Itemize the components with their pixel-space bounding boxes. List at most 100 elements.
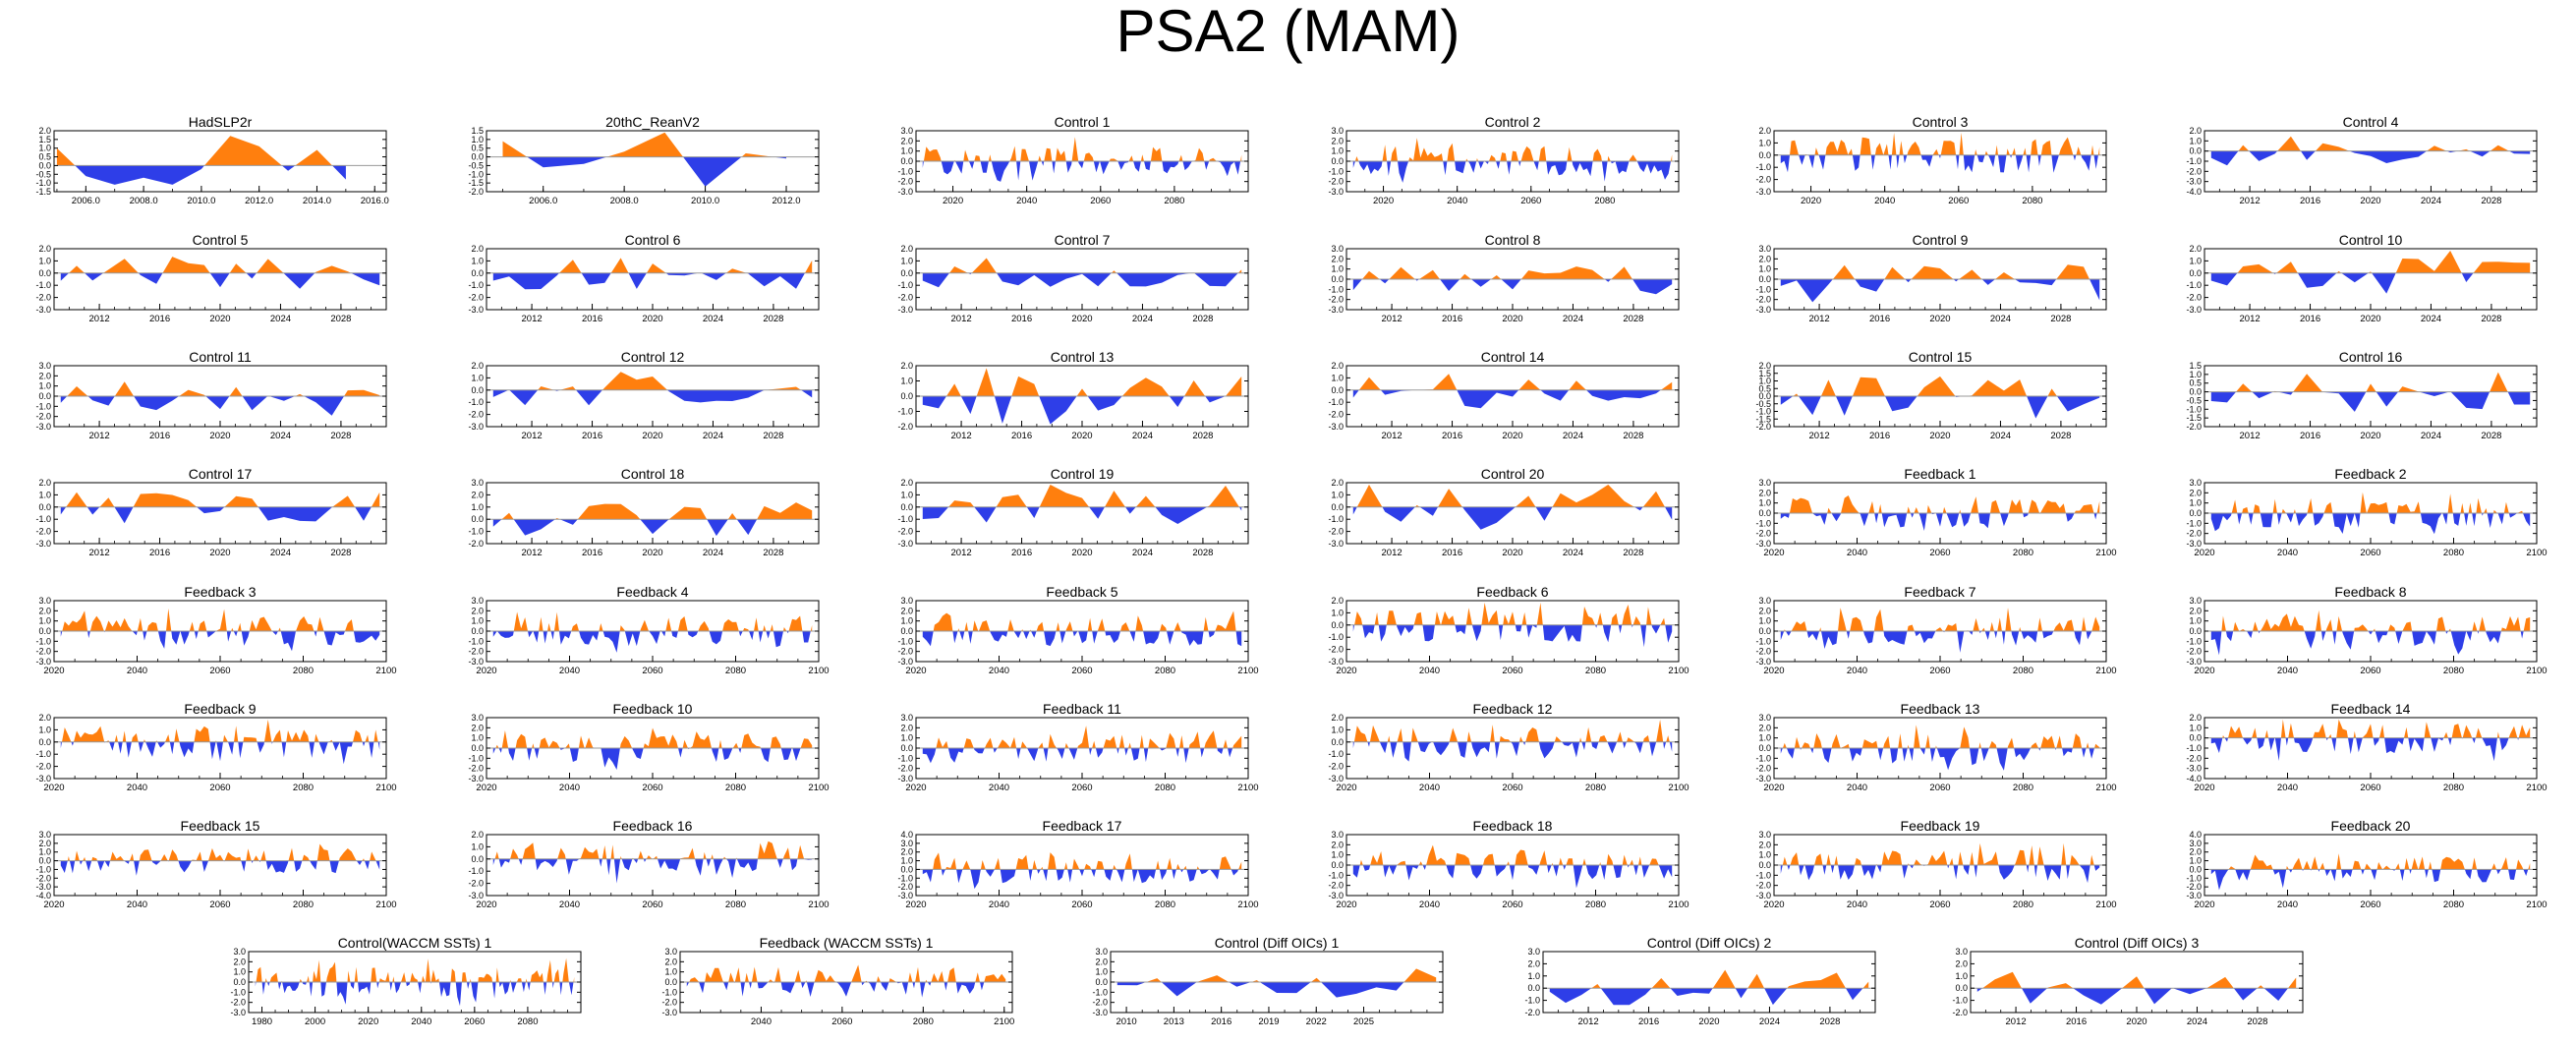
xtick-label: 2012 <box>89 548 110 558</box>
xtick-label: 2012 <box>89 314 110 324</box>
ytick-label: 0.0 <box>471 743 484 753</box>
xtick-label: 2024 <box>1132 314 1153 324</box>
ytick-label: 2.0 <box>1331 478 1344 488</box>
ytick-label: 2.0 <box>38 839 51 848</box>
ytick-label: 2.0 <box>1331 361 1344 371</box>
ytick-label: -2.0 <box>35 647 51 657</box>
figure-title: PSA2 (MAM) <box>1116 0 1460 64</box>
panel: Feedback 153.02.01.00.0-1.0-2.0-3.0-4.02… <box>35 818 396 910</box>
negative-area <box>2210 150 2531 166</box>
xtick-label: 2020 <box>905 666 926 676</box>
panel-title: Feedback 12 <box>1473 701 1553 717</box>
xtick-label: 2028 <box>1623 431 1643 441</box>
xtick-label: 2060 <box>1090 196 1111 206</box>
ytick-label: 2.0 <box>471 244 484 254</box>
positive-area <box>1780 725 2100 748</box>
xtick-label: 2020 <box>1929 431 1950 441</box>
xtick-label: 2040 <box>127 899 147 910</box>
ytick-label: -2.0 <box>897 764 913 774</box>
xtick-label: 2040 <box>1847 783 1867 793</box>
negative-area <box>502 156 786 187</box>
xtick-label: 2024 <box>2421 196 2441 206</box>
ytick-label: 1.0 <box>2189 498 2202 508</box>
xtick-label: 2020 <box>2194 783 2214 793</box>
ytick-label: -0.5 <box>1755 399 1771 409</box>
ytick-label: -2.0 <box>661 998 677 1008</box>
ytick-label: -3.0 <box>897 305 913 315</box>
ytick-label: 0.0 <box>900 864 913 874</box>
ytick-label: -2.0 <box>468 764 484 774</box>
xtick-label: 2025 <box>1353 1016 1374 1027</box>
ytick-label: 1.0 <box>900 146 913 156</box>
panel-title: Control 5 <box>193 232 249 248</box>
positive-area <box>1352 485 1673 507</box>
xtick-label: 2080 <box>293 783 314 793</box>
ytick-label: -2.0 <box>468 647 484 657</box>
ytick-label: 1.0 <box>1758 616 1771 626</box>
plot-frame <box>915 482 1249 545</box>
ytick-label: -2.0 <box>2186 422 2202 432</box>
ytick-label: -3.0 <box>35 657 51 667</box>
xtick-label: 2012 <box>1382 548 1402 558</box>
panel: Control 7 2.0 1.0 0.0 -1.0 -2.0 -3.0 2012 2016 20… <box>897 232 1249 324</box>
positive-area <box>492 258 813 273</box>
positive-area <box>1976 971 2297 989</box>
positive-area <box>60 257 380 273</box>
negative-area <box>1116 982 1437 998</box>
ytick-label: 1.0 <box>1758 138 1771 147</box>
positive-area <box>492 372 813 390</box>
xtick-label: 2020 <box>209 314 230 324</box>
positive-area <box>1780 264 2100 279</box>
xtick-label: 2040 <box>2277 783 2298 793</box>
xtick-label: 2020 <box>1929 314 1950 324</box>
ytick-label: -2.0 <box>35 873 51 883</box>
panel-title: Control 10 <box>2339 232 2403 248</box>
xtick-label: 2014.0 <box>303 196 331 206</box>
xtick-label: 2060 <box>209 783 230 793</box>
ytick-label: 0.0 <box>2189 508 2202 518</box>
ytick-label: 2.0 <box>38 478 51 488</box>
ytick-label: 1.0 <box>2189 856 2202 866</box>
ytick-label: 2.0 <box>1758 254 1771 263</box>
panel: Control 8 3.02.01.00.0-1.0-2.0-3.0 2012 201… <box>1328 232 1680 324</box>
ytick-label: 3.0 <box>2189 839 2202 848</box>
xtick-label: 2020 <box>476 783 496 793</box>
xtick-label: 2020 <box>1763 899 1784 910</box>
xtick-label: 2080 <box>517 1016 538 1027</box>
ytick-label: -2.0 <box>2186 166 2202 176</box>
ytick-label: -1.0 <box>1755 162 1771 172</box>
ytick-label: -1.0 <box>1755 407 1771 417</box>
xtick-label: 2020 <box>1071 431 1092 441</box>
ytick-label: -1.0 <box>468 280 484 290</box>
xtick-label: 2012 <box>522 314 543 324</box>
ytick-label: 2.0 <box>900 136 913 145</box>
ytick-label: -2.0 <box>1755 764 1771 774</box>
xtick-label: 2040 <box>2277 548 2298 558</box>
ytick-label: 2.0 <box>1331 840 1344 849</box>
ytick-label: -1.5 <box>35 187 51 197</box>
ytick-label: 1.0 <box>2189 370 2202 379</box>
ytick-label: -3.0 <box>468 774 484 783</box>
xtick-label: 2080 <box>1594 196 1615 206</box>
xtick-label: 2024 <box>1990 431 2011 441</box>
ytick-label: 2.0 <box>1758 606 1771 615</box>
panel-title: Control 13 <box>1051 349 1115 365</box>
panel-title: HadSLP2r <box>189 114 253 130</box>
plot-frame <box>53 482 387 545</box>
ytick-label: 0.0 <box>233 977 246 987</box>
ytick-label: 0.0 <box>2189 268 2202 278</box>
xtick-label: 2012.0 <box>772 196 800 206</box>
xtick-label: 2080 <box>2013 666 2033 676</box>
panel-title: Feedback 7 <box>1904 584 1975 600</box>
xtick-label: 2100 <box>2526 899 2547 910</box>
positive-area <box>1352 844 1673 865</box>
ytick-label: -2.0 <box>1328 410 1344 420</box>
xtick-label: 2024 <box>1563 431 1583 441</box>
positive-area <box>2210 372 2531 392</box>
ytick-label: 1.0 <box>38 144 51 153</box>
ytick-label: 4.0 <box>2189 830 2202 840</box>
ytick-label: 0.0 <box>38 856 51 866</box>
ytick-label: 2.0 <box>471 606 484 615</box>
